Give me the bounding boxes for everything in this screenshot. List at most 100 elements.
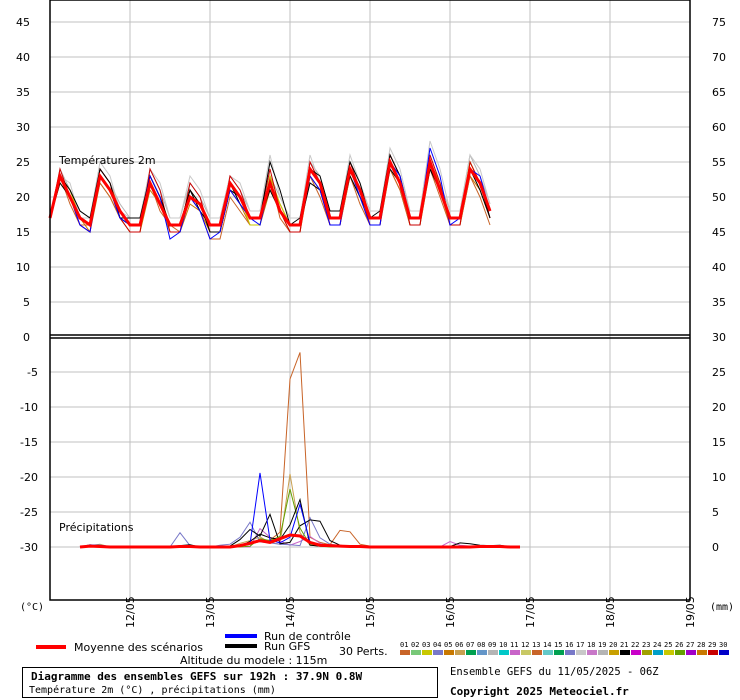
precipitation-perturbation-line: [79, 488, 520, 548]
date-label: 12/05: [124, 596, 137, 628]
perturbation-color-swatch: [532, 650, 542, 655]
perturbation-number: 17: [576, 641, 584, 649]
perturbation-color-swatch: [686, 650, 696, 655]
perturbation-number: 14: [543, 641, 551, 649]
perturbation-number: 11: [510, 641, 518, 649]
precipitation-tick-left: -20: [20, 471, 38, 484]
precipitation-panel-label: Précipitations: [59, 521, 134, 534]
perturbation-number: 10: [499, 641, 507, 649]
temperature-perturbation-line: [49, 153, 491, 233]
perturbation-color-swatch: [422, 650, 432, 655]
precipitation-tick-left: -25: [20, 506, 38, 519]
date-label: 15/05: [364, 596, 377, 628]
temperature-tick-right: 70: [712, 51, 726, 64]
temperature-tick-right: 50: [712, 191, 726, 204]
perturbation-color-swatch: [708, 650, 718, 655]
precipitation-tick-left: -5: [27, 366, 38, 379]
precipitation-tick-right: 5: [712, 506, 719, 519]
right-unit-label: (mm): [710, 602, 734, 613]
temperature-tick-left: 35: [16, 86, 30, 99]
copyright-label: Copyright 2025 Meteociel.fr: [450, 685, 629, 698]
altitude-label: Altitude du modele : 115m: [180, 654, 327, 667]
temperature-panel-label: Températures 2m: [58, 154, 156, 167]
perturbation-number: 06: [455, 641, 463, 649]
date-label: 16/05: [444, 596, 457, 628]
perturbation-number: 26: [675, 641, 683, 649]
precipitation-perturbation-lines: [79, 352, 520, 548]
temperature-tick-right: 75: [712, 16, 726, 29]
perturbation-color-swatch: [466, 650, 476, 655]
temperature-tick-right: 65: [712, 86, 726, 99]
perturbation-number: 29: [708, 641, 716, 649]
precipitation-tick-right: 0: [712, 541, 719, 554]
perturbation-number: 01: [400, 641, 408, 649]
precipitation-tick-right: 15: [712, 436, 726, 449]
precipitation-tick-right: 25: [712, 366, 726, 379]
perturbation-color-swatch: [400, 650, 410, 655]
temperature-tick-left: 10: [16, 261, 30, 274]
perturbation-color-swatch: [620, 650, 630, 655]
perturbation-number: 28: [697, 641, 705, 649]
perturbation-number: 15: [554, 641, 562, 649]
perturbation-color-swatch: [609, 650, 619, 655]
temperature-tick-right: 60: [712, 121, 726, 134]
perturbation-color-swatch: [543, 650, 553, 655]
precipitation-tick-right: 10: [712, 471, 726, 484]
chart-grid: [50, 0, 691, 600]
temperature-tick-right: 55: [712, 156, 726, 169]
precipitation-tick-right: 20: [712, 401, 726, 414]
perturbation-color-swatch: [697, 650, 707, 655]
perturbation-color-swatch: [444, 650, 454, 655]
perturbation-color-swatch: [488, 650, 498, 655]
perturbation-number: 18: [587, 641, 595, 649]
legend-gfs-label: Run GFS: [264, 640, 310, 653]
perturbation-color-legend: 01 02 03 04 05 06 07 08 09 10 11 12 13 14 15 16 17 18 19 20…: [400, 641, 729, 655]
perturbation-number: 30: [719, 641, 727, 649]
perturbation-number: 02: [411, 641, 419, 649]
perturbation-number: 12: [521, 641, 529, 649]
perturbation-number: 19: [598, 641, 606, 649]
perturbation-number: 13: [532, 641, 540, 649]
chart-axes: [49, 0, 691, 601]
temperature-tick-left: 5: [23, 296, 30, 309]
date-label: 17/05: [524, 596, 537, 628]
footer-info-box: Diagramme des ensembles GEFS sur 192h : …: [22, 667, 438, 698]
plot-frame: [49, 0, 691, 601]
perturbation-color-swatch: [587, 650, 597, 655]
perturbation-number: 04: [433, 641, 441, 649]
perturbation-number: 03: [422, 641, 430, 649]
perturbation-color-swatch: [455, 650, 465, 655]
date-label: 19/05: [684, 596, 697, 628]
temperature-tick-right: 30: [712, 331, 726, 344]
perturbation-number: 16: [565, 641, 573, 649]
perturbation-color-swatch: [576, 650, 586, 655]
perturbation-color-swatch: [477, 650, 487, 655]
perturbation-number: 23: [642, 641, 650, 649]
perturbation-number: 22: [631, 641, 639, 649]
perturbation-color-swatch: [411, 650, 421, 655]
precipitation-mean-line: [79, 533, 520, 549]
temperature-tick-left: 15: [16, 226, 30, 239]
date-label: 13/05: [204, 596, 217, 628]
perturbation-color-swatch: [510, 650, 520, 655]
perturbation-color-swatch: [675, 650, 685, 655]
legend: Moyenne des scénarios Run de contrôle Ru…: [36, 630, 729, 658]
perturbation-number: 05: [444, 641, 452, 649]
perturbation-color-swatch: [653, 650, 663, 655]
temperature-tick-left: 30: [16, 121, 30, 134]
perturbation-color-swatch: [554, 650, 564, 655]
temperature-tick-left: 20: [16, 191, 30, 204]
ensemble-run-label: Ensemble GEFS du 11/05/2025 - 06Z: [450, 666, 659, 678]
temperature-tick-left: 25: [16, 156, 30, 169]
temperature-tick-left: 0: [23, 331, 30, 344]
legend-control-label: Run de contrôle: [264, 630, 351, 643]
perturbation-color-swatch: [631, 650, 641, 655]
precipitation-perturbation-line: [79, 352, 520, 548]
perturbation-color-swatch: [565, 650, 575, 655]
perturbation-color-swatch: [433, 650, 443, 655]
perturbation-color-swatch: [642, 650, 652, 655]
perturbation-color-swatch: [719, 650, 729, 655]
perturbation-number: 20: [609, 641, 617, 649]
